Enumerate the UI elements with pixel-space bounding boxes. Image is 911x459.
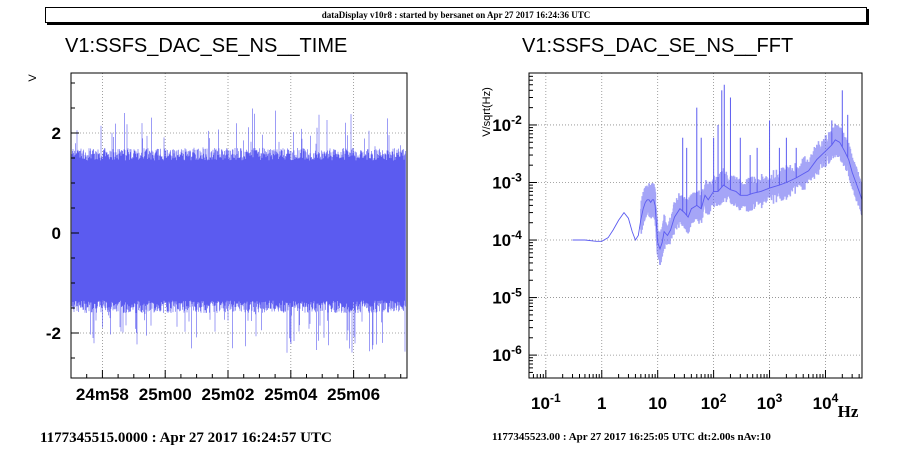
- time-x-tick-label: 25m00: [139, 385, 192, 404]
- right-timestamp-footer: 1177345523.00 : Apr 27 2017 16:25:05 UTC…: [492, 431, 771, 443]
- time-x-tick-label: 25m02: [202, 385, 255, 404]
- time-y-tick-label: -2: [46, 324, 61, 343]
- right-plot-title: V1:SSFS_DAC_SE_NS__FFT: [522, 35, 794, 57]
- time-plot-ylabel: V: [27, 74, 39, 82]
- time-y-tick-label: 0: [52, 224, 61, 243]
- time-x-tick-label: 24m58: [76, 385, 129, 404]
- time-y-tick-label: 2: [52, 124, 61, 143]
- time-x-tick-label: 25m04: [264, 385, 317, 404]
- time-series-trace: [71, 108, 406, 353]
- time-x-tick-label: 25m06: [327, 385, 380, 404]
- left-timestamp-footer: 1177345515.0000 : Apr 27 2017 16:24:57 U…: [40, 430, 332, 446]
- time-plot-ticks: 24m58 25m00 25m02 25m04 25m06 -2 0 2: [46, 82, 402, 404]
- app-banner: dataDisplay v10r8 : started by bersanet …: [45, 7, 867, 23]
- left-plot-title: V1:SSFS_DAC_SE_NS__TIME: [65, 35, 348, 57]
- time-plot-border: [70, 72, 408, 379]
